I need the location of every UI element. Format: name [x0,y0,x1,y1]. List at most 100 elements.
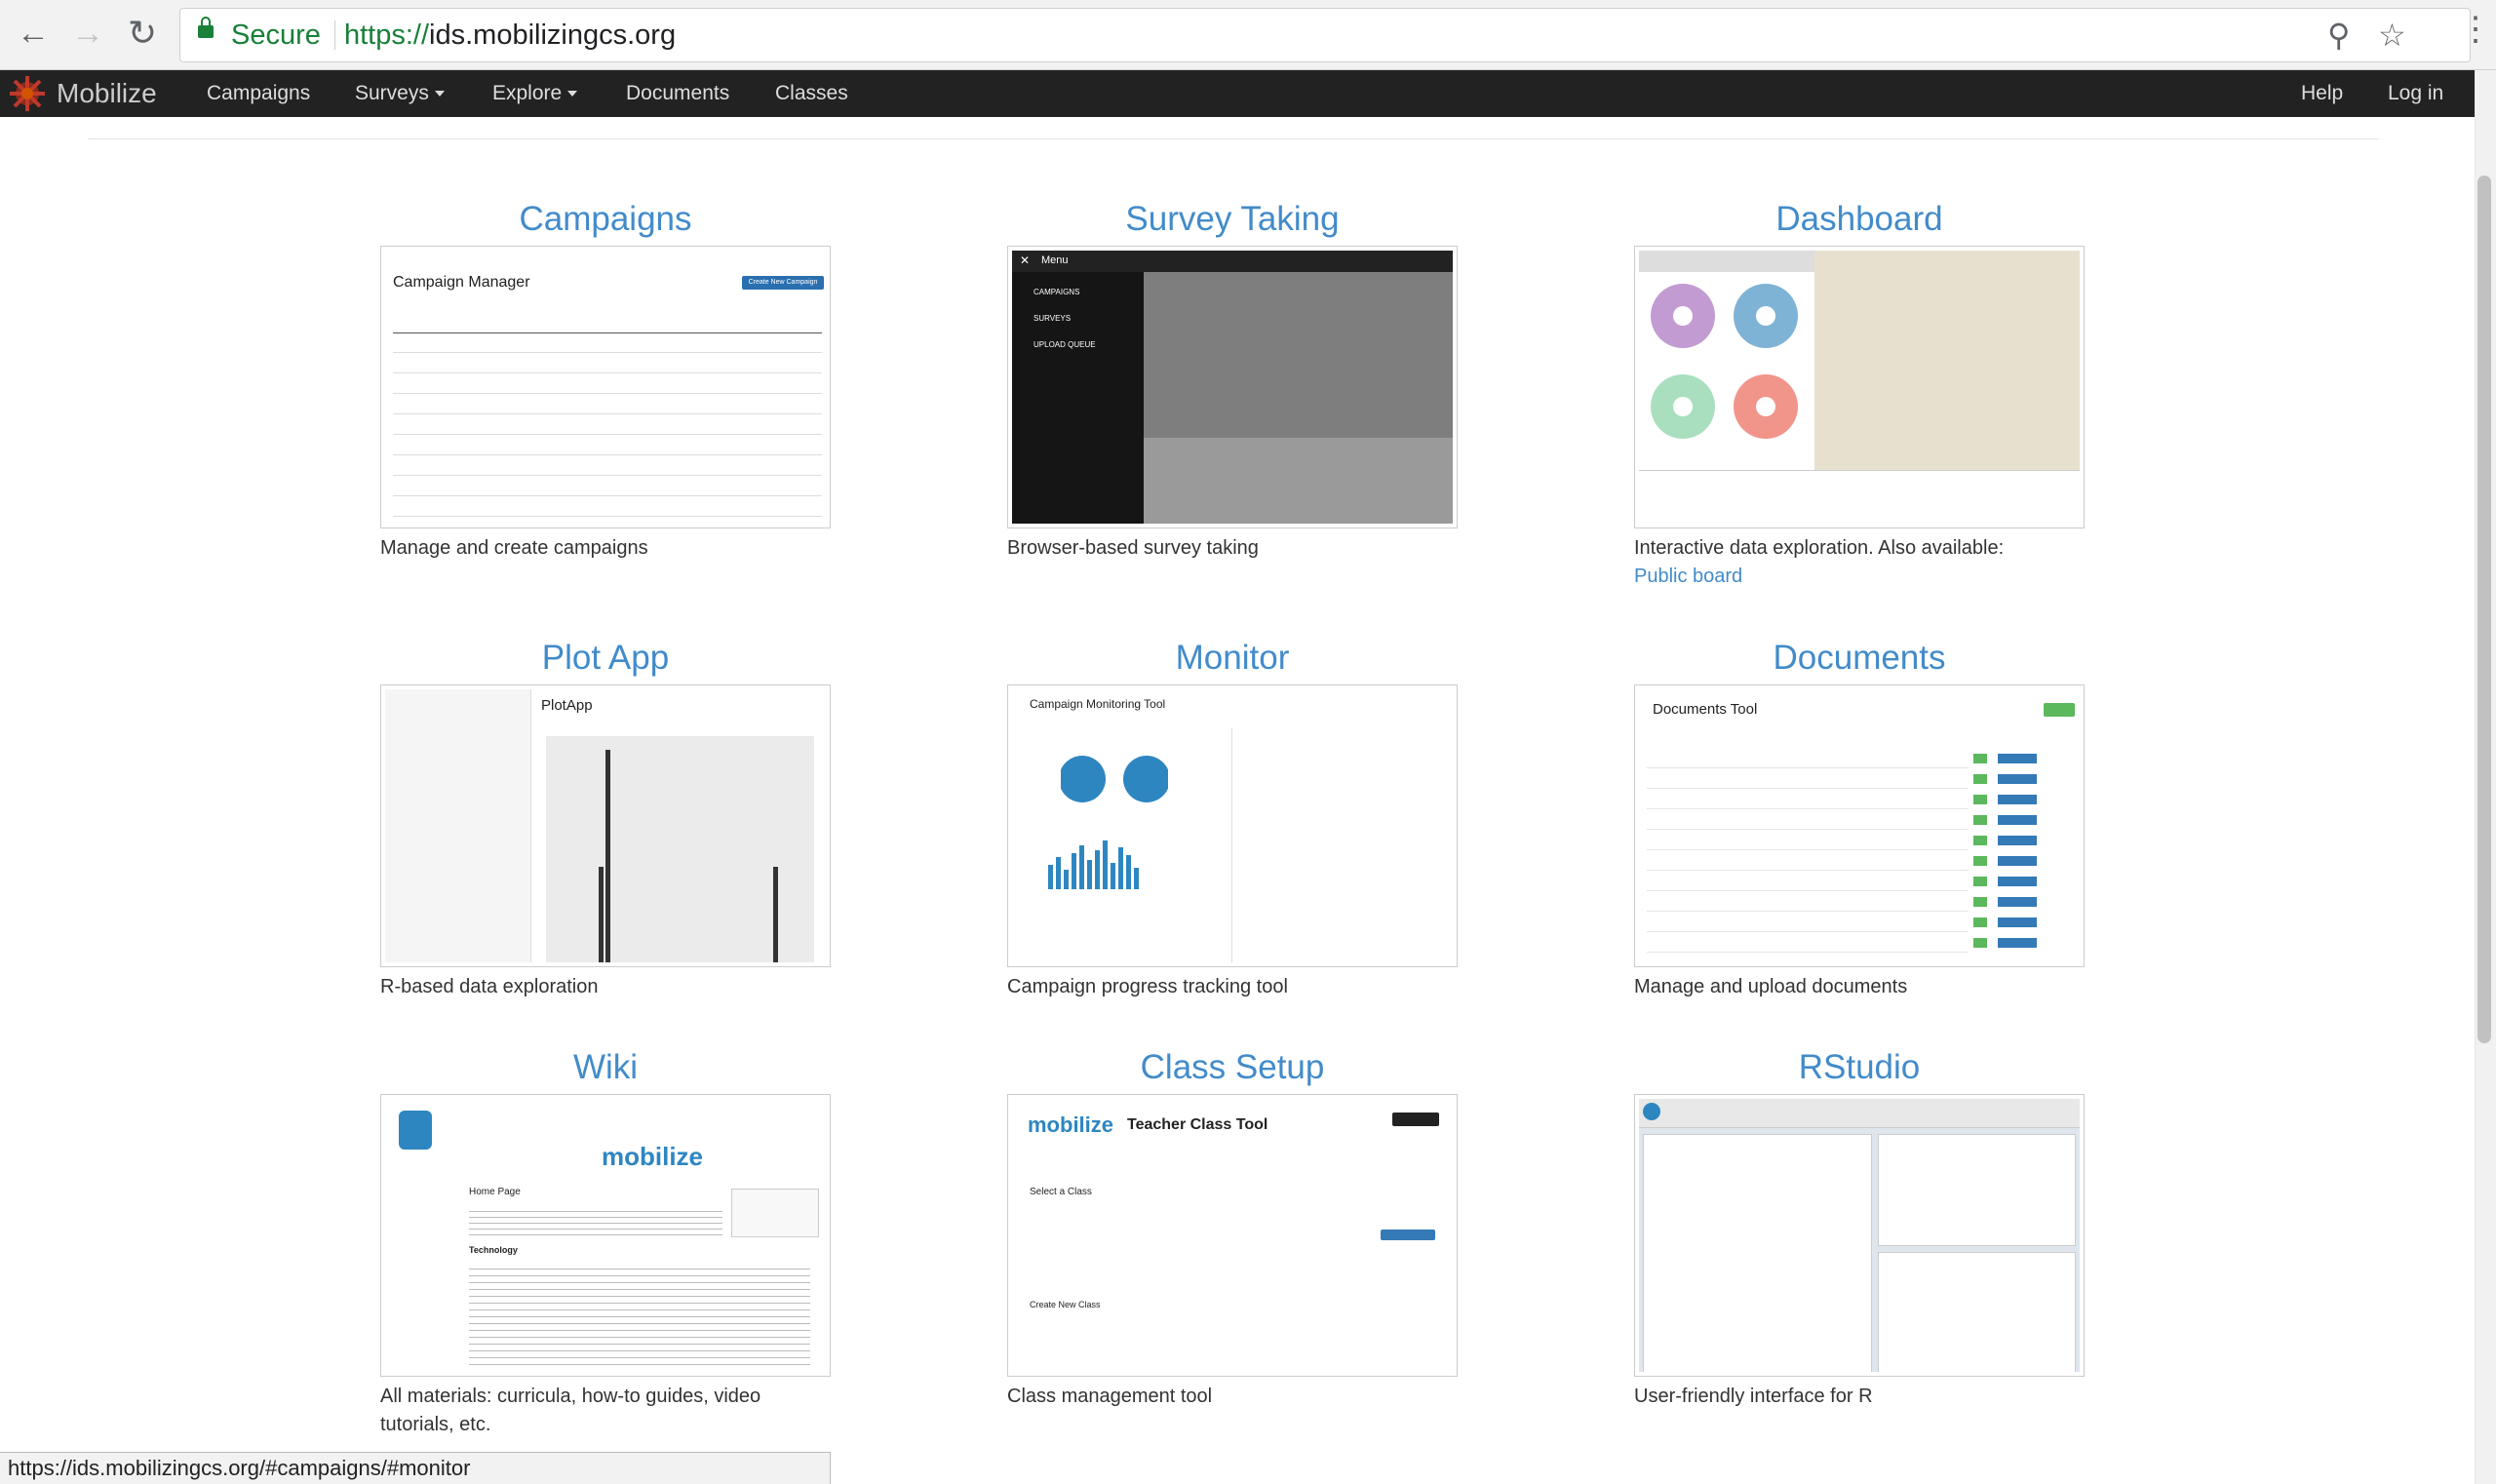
url-text[interactable]: https://ids.mobilizingcs.org [344,20,676,52]
card-rstudio: RStudio User-friendly interface for R [1634,1043,2085,1411]
nav-documents[interactable]: Documents [626,82,730,104]
thumb-page-title: Home Page [469,1187,521,1197]
rstudio-logo-icon [1643,1103,1660,1120]
card-wiki: Wiki mobilize Home Page Technology All m… [380,1043,831,1439]
nav-campaigns[interactable]: Campaigns [207,82,311,104]
documents-screenshot[interactable]: Documents Tool [1634,684,2085,967]
monitor-screenshot[interactable]: Campaign Monitoring Tool [1007,684,1458,967]
card-class-setup: Class Setup mobilize Teacher Class Tool … [1007,1043,1458,1411]
thumb-text-lines [469,1263,810,1370]
thumb-console [1643,1134,1872,1372]
card-description: User-friendly interface for R [1634,1386,1873,1407]
plot-app-screenshot[interactable]: PlotApp [380,684,831,967]
close-icon: ✕ [1020,254,1031,267]
thumb-pie-charts [1061,756,1168,802]
card-campaigns: Campaigns Campaign Manager Create New Ca… [380,195,831,563]
zoom-icon[interactable]: ⚲ [2327,18,2351,53]
card-description: Manage and upload documents [1634,976,1908,997]
card-title[interactable]: Campaigns [519,200,692,238]
thumb-heading: PlotApp [541,697,593,714]
url-scheme: https:// [344,20,430,51]
divider [88,138,2379,139]
bookmark-star-icon[interactable]: ☆ [2378,18,2406,53]
thumb-user-list [1231,728,1446,962]
thumb-timeline [1639,470,2080,524]
thumb-sidebar [1012,272,1144,524]
thumb-menu-item: UPLOAD QUEUE [1034,340,1096,349]
class-setup-screenshot[interactable]: mobilize Teacher Class Tool Select a Cla… [1007,1094,1458,1377]
card-title[interactable]: Class Setup [1140,1048,1325,1086]
thumb-heading: Campaign Monitoring Tool [1030,697,1166,711]
thumb-environment [1878,1134,2076,1246]
brand-name: Mobilize [57,78,157,108]
caret-down-icon [434,91,445,98]
thumb-subheading: Create New Class [1030,1300,1101,1309]
link-status-bar: https://ids.mobilizingcs.org/#campaigns/… [0,1452,831,1484]
card-description: Class management tool [1007,1386,1213,1407]
browser-toolbar: ← → ↻ Secure https://ids.mobilizingcs.or… [0,0,2496,70]
card-title[interactable]: RStudio [1798,1048,1921,1086]
url-host: ids.mobilizingcs.org [429,20,677,51]
thumb-subheading: Select a Class [1030,1187,1092,1197]
divider [334,20,335,50]
card-description: Browser-based survey taking [1007,537,1259,559]
thumb-bar [773,867,778,962]
card-title[interactable]: Plot App [541,639,670,677]
thumb-map [1814,251,2080,470]
thumb-bar [599,867,604,962]
public-board-link[interactable]: Public board [1634,566,1743,587]
card-title[interactable]: Wiki [572,1048,639,1086]
thumb-create-button: Create New Campaign [742,276,824,290]
thumb-plot [546,736,814,962]
thumb-text-lines [469,1206,722,1235]
lock-icon [198,17,214,38]
survey-taking-screenshot[interactable]: ✕ Menu CAMPAIGNS SURVEYS UPLOAD QUEUE [1007,246,1458,528]
thumb-table [1647,748,1969,957]
card-survey-taking: Survey Taking ✕ Menu CAMPAIGNS SURVEYS U… [1007,195,1458,563]
rstudio-screenshot[interactable] [1634,1094,2085,1377]
thumb-rule [393,332,822,333]
card-plot-app: Plot App PlotApp R-based data exploratio… [380,634,831,1001]
card-title[interactable]: Dashboard [1775,200,1943,238]
campaigns-screenshot[interactable]: Campaign Manager Create New Campaign [380,246,831,528]
site-navbar: Mobilize Campaigns Surveys Explore Docum… [0,70,2475,117]
card-title[interactable]: Survey Taking [1125,200,1340,238]
thumb-list [1144,272,1453,438]
address-bar[interactable]: Secure https://ids.mobilizingcs.org ⚲ ☆ [179,8,2471,62]
card-title[interactable]: Documents [1773,639,1946,677]
card-title[interactable]: Monitor [1175,639,1290,677]
thumb-histogram [1048,840,1139,889]
nav-explore[interactable]: Explore [492,82,578,105]
thumb-files [1878,1252,2076,1372]
brand[interactable]: Mobilize [6,72,157,115]
card-description: All materials: curricula, how-to guides,… [380,1386,761,1435]
mobilize-logo-icon [10,76,45,111]
thumb-menu-item: CAMPAIGNS [1034,288,1080,296]
thumb-signout-button [1392,1113,1439,1126]
nav-explore-label: Explore [492,82,563,104]
thumb-heading: Teacher Class Tool [1127,1116,1268,1133]
thumb-bar [605,750,610,962]
nav-classes[interactable]: Classes [775,82,848,104]
wiki-screenshot[interactable]: mobilize Home Page Technology [380,1094,831,1377]
nav-surveys-label: Surveys [355,82,429,104]
nav-login[interactable]: Log in [2388,82,2444,104]
card-description: Campaign progress tracking tool [1007,976,1288,997]
card-dashboard: Dashboard Interactive data exploration. … [1634,195,2085,591]
thumb-menu-label: Menu [1041,254,1069,266]
back-icon[interactable]: ← [17,15,50,52]
thumb-edit-buttons [1973,754,1987,954]
nav-help[interactable]: Help [2301,82,2344,104]
nav-surveys[interactable]: Surveys [355,82,445,105]
dashboard-screenshot[interactable] [1634,246,2085,528]
thumb-download-buttons [1998,754,2037,954]
browser-menu-icon[interactable]: ⋮ [2459,11,2492,48]
thumb-pie-charts [1651,284,1798,439]
thumb-logo-text: mobilize [602,1142,704,1171]
wiki-logo-icon [399,1111,432,1150]
thumb-section: Technology [469,1245,518,1255]
forward-icon[interactable]: → [71,15,104,52]
reload-icon[interactable]: ↻ [127,13,158,53]
card-description: R-based data exploration [380,976,599,997]
scrollbar-thumb[interactable] [2477,176,2491,1043]
